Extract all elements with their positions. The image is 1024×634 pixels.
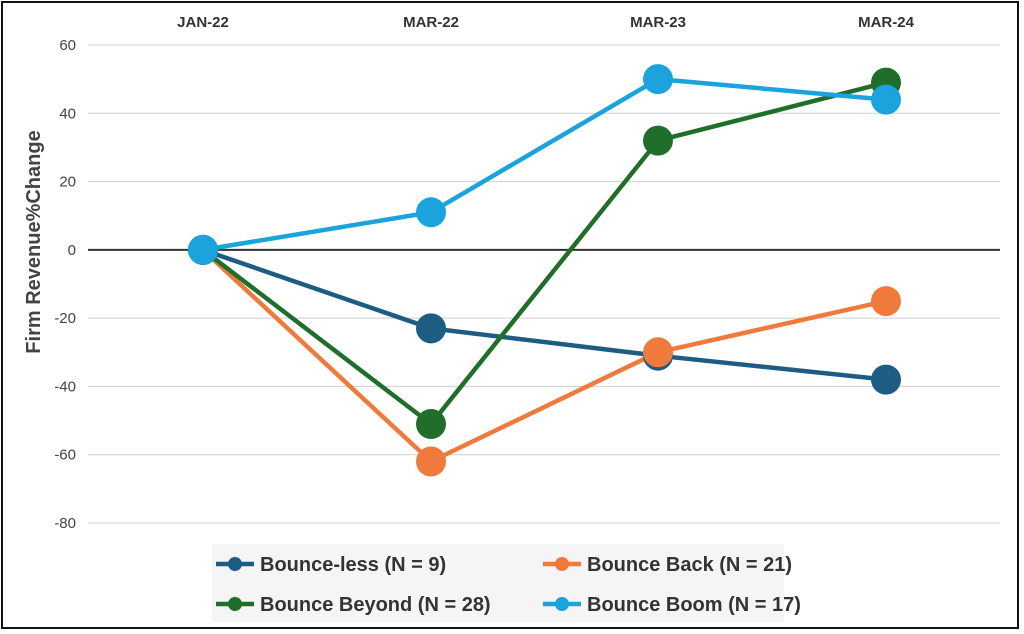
y-tick-label: -40 bbox=[54, 378, 76, 395]
x-category-label: MAR-24 bbox=[858, 14, 914, 31]
y-tick-label: -60 bbox=[54, 447, 76, 464]
y-tick-label: 40 bbox=[59, 105, 76, 122]
y-tick-label: -20 bbox=[54, 310, 76, 327]
y-tick-label: 0 bbox=[68, 242, 76, 259]
legend-label: Bounce Beyond (N = 28) bbox=[260, 594, 491, 616]
series-points bbox=[188, 64, 901, 477]
legend-label: Bounce Back (N = 21) bbox=[587, 554, 792, 576]
grid-lines bbox=[88, 44, 1000, 524]
series-line-3 bbox=[202, 76, 887, 253]
y-axis-label: Firm Revenue%Change bbox=[23, 130, 45, 353]
data-point bbox=[643, 337, 673, 368]
legend-swatch-marker bbox=[228, 597, 242, 611]
legend-swatch-marker bbox=[228, 557, 242, 571]
series-line-2 bbox=[201, 80, 887, 427]
y-tick-label: 60 bbox=[59, 37, 76, 54]
data-point bbox=[643, 125, 673, 156]
x-category-labels: JAN-22 MAR-22 MAR-23 MAR-24 bbox=[177, 14, 914, 31]
x-category-label: MAR-23 bbox=[630, 14, 686, 31]
x-category-label: MAR-22 bbox=[403, 14, 459, 31]
data-point bbox=[871, 84, 901, 115]
data-point bbox=[188, 234, 218, 265]
data-point bbox=[871, 364, 901, 395]
data-point bbox=[416, 313, 446, 344]
legend-background bbox=[212, 544, 784, 622]
y-tick-label: -80 bbox=[54, 515, 76, 532]
legend-label: Bounce-less (N = 9) bbox=[260, 554, 446, 576]
x-category-label: JAN-22 bbox=[177, 14, 229, 31]
legend-label: Bounce Boom (N = 17) bbox=[587, 594, 801, 616]
series-line-0 bbox=[202, 247, 887, 382]
data-point bbox=[416, 446, 446, 477]
legend-swatch-marker bbox=[555, 597, 569, 611]
data-point bbox=[416, 197, 446, 228]
series-lines bbox=[201, 76, 887, 464]
y-tick-labels: 60 40 20 0 -20 -40 -60 -80 bbox=[54, 37, 76, 532]
series-line-1 bbox=[201, 248, 887, 464]
data-point bbox=[416, 409, 446, 439]
legend: Bounce-less (N = 9) Bounce Back (N = 21) B… bbox=[212, 544, 801, 622]
data-point bbox=[871, 286, 901, 317]
legend-swatch-marker bbox=[555, 557, 569, 571]
data-point bbox=[643, 64, 673, 95]
y-tick-label: 20 bbox=[59, 174, 76, 191]
